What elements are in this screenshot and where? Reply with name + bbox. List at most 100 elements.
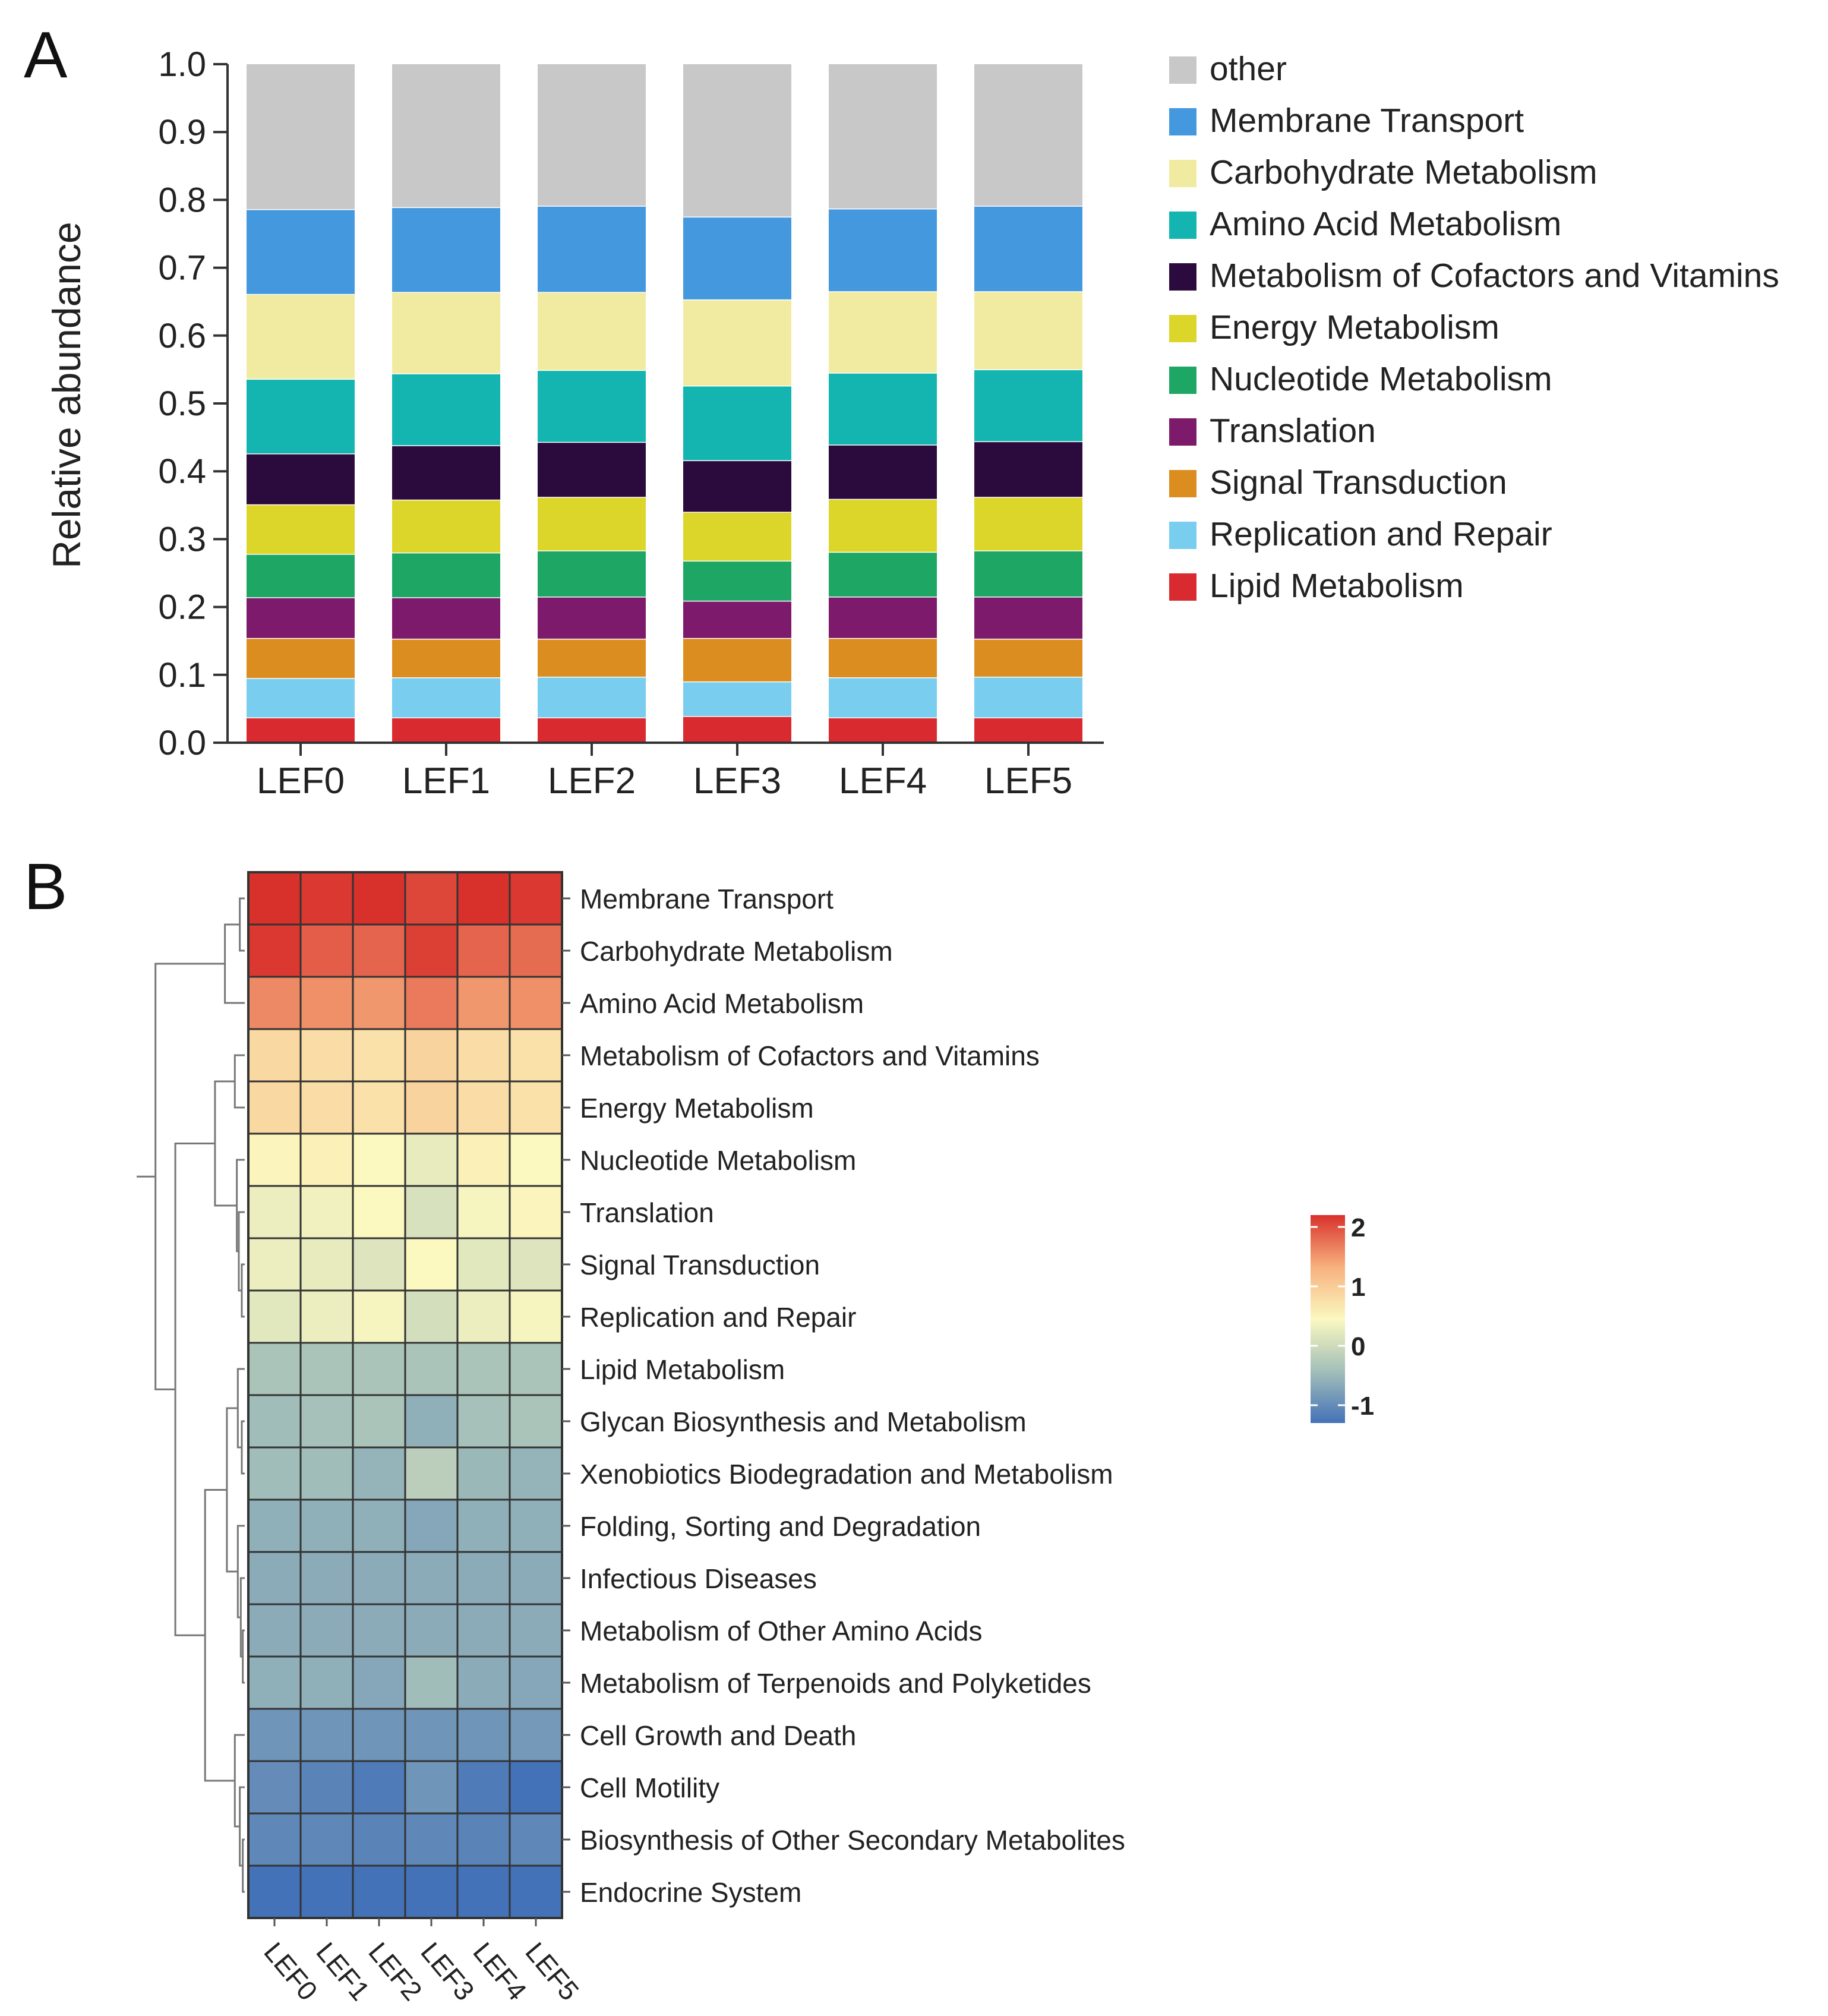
row-label-energy-metabolism: Energy Metabolism — [580, 1093, 814, 1124]
bar-lef4-translation — [829, 597, 937, 638]
cell-endocrine-system-lef1 — [299, 1864, 354, 1919]
cell-folding-sorting-and-degradation-lef5 — [509, 1498, 563, 1553]
cell-infectious-diseases-lef3 — [404, 1551, 459, 1605]
cell-metabolism-of-cofactors-and-vitamins-lef4 — [456, 1028, 511, 1083]
bar-lef5-signal-transduction — [974, 639, 1082, 677]
cell-lipid-metabolism-lef1 — [299, 1342, 354, 1396]
legend-swatch-other — [1169, 56, 1196, 84]
bar-lef1-replication-and-repair — [392, 678, 500, 718]
bar-lef1-amino-acid-metabolism — [392, 374, 500, 446]
dendrogram-branch — [242, 1838, 245, 1893]
row-label-carbohydrate-metabolism: Carbohydrate Metabolism — [580, 936, 893, 967]
heatmap: Membrane Transport Carbohydrate Metabolis… — [137, 871, 1374, 2006]
y-tick-label: 0.1 — [158, 656, 206, 695]
dendrogram-branch — [174, 1143, 215, 1636]
cell-translation-lef4 — [456, 1185, 511, 1239]
cell-infectious-diseases-lef5 — [509, 1551, 563, 1605]
row-labels: Membrane Transport Carbohydrate Metabolis… — [562, 884, 1125, 1908]
y-axis-label: Relative abundance — [45, 222, 89, 568]
cell-translation-lef2 — [352, 1185, 406, 1239]
bar-lef0-energy-metabolism — [247, 505, 355, 554]
legend: other Membrane Transport Carbohydrate Meta… — [1169, 50, 1779, 605]
cell-nucleotide-metabolism-lef1 — [299, 1132, 354, 1187]
cell-endocrine-system-lef3 — [404, 1864, 459, 1919]
legend-swatch-translation — [1169, 418, 1196, 446]
cell-signal-transduction-lef4 — [456, 1237, 511, 1292]
cell-metabolism-of-cofactors-and-vitamins-lef0 — [247, 1028, 302, 1083]
cell-replication-and-repair-lef1 — [299, 1289, 354, 1344]
row-label-endocrine-system: Endocrine System — [580, 1877, 801, 1908]
cell-metabolism-of-other-amino-acids-lef2 — [352, 1603, 406, 1658]
row-label-replication-and-repair: Replication and Repair — [580, 1302, 856, 1333]
legend-label-membrane-transport: Membrane Transport — [1210, 102, 1524, 140]
cell-endocrine-system-lef0 — [247, 1864, 302, 1919]
col-label-lef2: LEF2 — [362, 1936, 428, 2006]
bar-lef0-replication-and-repair — [247, 679, 355, 718]
cell-glycan-biosynthesis-and-metabolism-lef5 — [509, 1394, 563, 1449]
legend-label-translation: Translation — [1210, 412, 1376, 450]
legend-label-nucleotide-metabolism: Nucleotide Metabolism — [1210, 360, 1552, 398]
legend-swatch-replication-and-repair — [1169, 522, 1196, 549]
row-label-metabolism-of-other-amino-acids: Metabolism of Other Amino Acids — [580, 1616, 983, 1646]
row-label-glycan-biosynthesis-and-metabolism: Glycan Biosynthesis and Metabolism — [580, 1406, 1027, 1437]
cell-biosynthesis-of-other-secondary-metabolites-lef5 — [509, 1812, 563, 1867]
x-tick-label: LEF3 — [693, 761, 781, 802]
bar-lef2-replication-and-repair — [538, 677, 646, 718]
y-tick-label: 0.3 — [158, 520, 206, 559]
cell-glycan-biosynthesis-and-metabolism-lef1 — [299, 1394, 354, 1449]
col-label-lef4: LEF4 — [467, 1936, 533, 2006]
bar-lef2-signal-transduction — [538, 639, 646, 677]
cell-cell-motility-lef0 — [247, 1760, 302, 1815]
cell-nucleotide-metabolism-lef2 — [352, 1132, 406, 1187]
dendrogram-branch — [204, 1489, 235, 1782]
cell-metabolism-of-other-amino-acids-lef5 — [509, 1603, 563, 1658]
bar-lef2-membrane-transport — [538, 206, 646, 292]
cell-metabolism-of-terpenoids-and-polyketides-lef3 — [404, 1655, 459, 1710]
cell-membrane-transport-lef0 — [247, 871, 302, 926]
row-label-membrane-transport: Membrane Transport — [580, 884, 834, 914]
cell-energy-metabolism-lef3 — [404, 1080, 459, 1135]
bar-lef2-metabolism-of-cofactors-and-vitamins — [538, 443, 646, 497]
bar-lef1-carbohydrate-metabolism — [392, 292, 500, 374]
cell-cell-growth-and-death-lef4 — [456, 1708, 511, 1762]
cell-biosynthesis-of-other-secondary-metabolites-lef3 — [404, 1812, 459, 1867]
bar-lef0-amino-acid-metabolism — [247, 380, 355, 454]
cell-amino-acid-metabolism-lef0 — [247, 976, 302, 1030]
col-label-lef1: LEF1 — [310, 1936, 376, 2006]
x-tick-label: LEF1 — [402, 761, 490, 802]
bar-lef5-energy-metabolism — [974, 497, 1082, 551]
cell-amino-acid-metabolism-lef5 — [509, 976, 563, 1030]
cell-endocrine-system-lef4 — [456, 1864, 511, 1919]
panel-a-label: A — [24, 18, 68, 92]
cell-metabolism-of-other-amino-acids-lef0 — [247, 1603, 302, 1658]
bar-lef5-other — [974, 64, 1082, 206]
x-axis-ticks: LEF0 LEF1 LEF2 LEF3 LEF4 LEF5 — [257, 743, 1072, 802]
cell-membrane-transport-lef4 — [456, 871, 511, 926]
cell-nucleotide-metabolism-lef0 — [247, 1132, 302, 1187]
legend-swatch-nucleotide-metabolism — [1169, 367, 1196, 394]
bar-lef1-energy-metabolism — [392, 500, 500, 553]
bar-lef4-nucleotide-metabolism — [829, 553, 937, 597]
bar-lef1-membrane-transport — [392, 208, 500, 292]
cell-infectious-diseases-lef1 — [299, 1551, 354, 1605]
bar-lef0-membrane-transport — [247, 210, 355, 294]
bar-lef0-metabolism-of-cofactors-and-vitamins — [247, 454, 355, 504]
cell-lipid-metabolism-lef4 — [456, 1342, 511, 1396]
cell-cell-growth-and-death-lef5 — [509, 1708, 563, 1762]
bar-lef5-carbohydrate-metabolism — [974, 292, 1082, 370]
bar-lef0-lipid-metabolism — [247, 718, 355, 742]
dendrogram-branch — [233, 1054, 245, 1109]
cell-signal-transduction-lef0 — [247, 1237, 302, 1292]
cell-metabolism-of-cofactors-and-vitamins-lef5 — [509, 1028, 563, 1083]
col-label-lef5: LEF5 — [519, 1936, 585, 2006]
bar-lef5-metabolism-of-cofactors-and-vitamins — [974, 442, 1082, 497]
cell-translation-lef3 — [404, 1185, 459, 1239]
legend-label-signal-transduction: Signal Transduction — [1210, 463, 1507, 501]
cell-carbohydrate-metabolism-lef1 — [299, 923, 354, 978]
cell-cell-motility-lef4 — [456, 1760, 511, 1815]
cell-amino-acid-metabolism-lef1 — [299, 976, 354, 1030]
legend-label-carbohydrate-metabolism: Carbohydrate Metabolism — [1210, 153, 1597, 191]
cell-energy-metabolism-lef4 — [456, 1080, 511, 1135]
cell-translation-lef5 — [509, 1185, 563, 1239]
